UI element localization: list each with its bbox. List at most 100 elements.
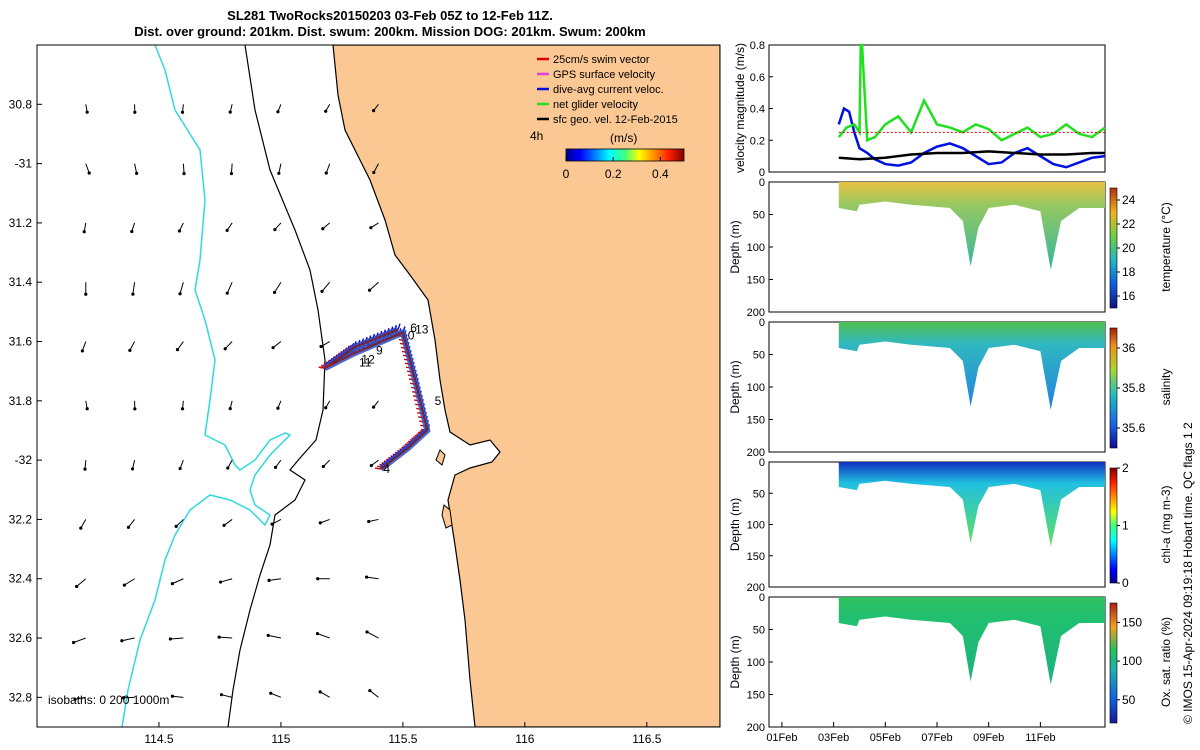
section-colorbar <box>1109 187 1118 309</box>
section-colorbar-tick-label: 20 <box>1122 241 1136 255</box>
section-y-tick-label: 150 <box>747 690 765 702</box>
section-ylabel: Depth (m) <box>728 220 742 273</box>
geo-vector <box>321 459 331 469</box>
section-ylabel: Depth (m) <box>728 635 742 688</box>
legend-item: net glider velocity <box>537 99 638 111</box>
time-tick-label: 09Feb <box>973 732 1004 744</box>
section-field <box>838 322 1105 410</box>
section-y-tick-label: 0 <box>759 457 765 469</box>
isobaths-label: isobaths: 0 200 1000m <box>48 693 169 707</box>
section-colorbar <box>1109 602 1118 724</box>
section-colorbar <box>1109 467 1118 584</box>
geo-vector <box>324 400 331 410</box>
map-y-tick-label: 31.8 <box>9 394 33 408</box>
geo-vector <box>269 691 282 698</box>
geo-vector <box>228 104 233 114</box>
map-y-tick-label: 32.8 <box>9 690 33 704</box>
day-label: 6 <box>410 321 417 335</box>
velocity-y-ticks: 0 0.2 0.4 0.6 0.8 <box>750 40 773 179</box>
geo-vector <box>84 282 88 296</box>
geo-vector <box>219 693 233 698</box>
colorbar-label: (m/s) <box>610 131 637 145</box>
geo-vector <box>85 104 89 114</box>
map-y-tick-label: -31 <box>15 157 33 171</box>
geo-vector <box>276 104 282 114</box>
geo-vector <box>170 694 184 698</box>
geo-vector <box>369 459 379 468</box>
geo-vector <box>180 400 185 411</box>
section-y-tick-label: 50 <box>753 350 765 362</box>
glider-track <box>318 323 431 472</box>
geo-vector <box>371 400 379 409</box>
time-tick-label: 05Feb <box>870 732 901 744</box>
geo-vector <box>273 222 282 232</box>
section-y-tick-label: 150 <box>747 275 765 287</box>
legend-label: net glider velocity <box>553 99 638 111</box>
geo-vector <box>271 341 282 350</box>
geo-vector <box>368 688 379 698</box>
isobath-1000 <box>121 45 292 727</box>
legend-item: GPS surface velocity <box>537 69 656 81</box>
velocity-axes <box>768 44 1106 173</box>
chart-title: SL281 TwoRocks20150203 03-Feb 05Z to 12-… <box>20 8 760 40</box>
geo-vector <box>272 281 282 294</box>
section-y-tick-label: 200 <box>747 447 765 459</box>
section-colorbar-label: Ox. sat. ratio (%) <box>1159 617 1173 707</box>
geo-vector <box>369 222 379 230</box>
geo-vector <box>177 222 184 233</box>
section-ylabel: Depth (m) <box>728 360 742 413</box>
imos-credit: © IMOS 15-Apr-2024 09:19:18 Hobart time.… <box>1181 422 1195 724</box>
geo-vector <box>182 163 186 176</box>
section-y-tick-label: 50 <box>753 210 765 222</box>
map-y-tick-label: 31.6 <box>9 335 33 349</box>
section-y-tick-label: 100 <box>747 382 765 394</box>
land-area <box>332 45 720 727</box>
swim-line <box>324 329 428 470</box>
section-colorbar-tick-label: 18 <box>1122 265 1136 279</box>
speed-colorbar-ticks: 0 0.2 0.4 <box>563 157 669 181</box>
geo-vector <box>367 518 379 524</box>
map-y-tick-label: 30.8 <box>9 97 33 111</box>
geo-vector <box>180 104 185 114</box>
section-panel-chl-a: 0 50 100 150 200 Depth (m) 0 1 2 chl-a (mg m-3) <box>728 457 1173 594</box>
geo-vector <box>228 400 233 411</box>
colorbar-tick-label: 0 <box>563 167 570 181</box>
geo-vector <box>273 459 282 469</box>
swim-vector <box>318 366 325 369</box>
legend-label: GPS surface velocity <box>553 69 656 81</box>
section-field <box>838 462 1105 547</box>
geo-vector <box>73 696 86 701</box>
velocity-series <box>837 43 1106 169</box>
title-line2: Dist. over ground: 201km. Dist. swum: 20… <box>134 24 646 39</box>
coastal-island-1 <box>441 504 453 529</box>
section-colorbar-tick-label: 22 <box>1122 217 1136 231</box>
section-colorbar <box>1109 327 1118 449</box>
section-panel-oxygen-saturation: 0 50 100 150 200 Depth (m) 50 100 150 Ox. sat. ra… <box>728 592 1173 734</box>
section-y-tick-label: 50 <box>753 625 765 637</box>
section-colorbar-tick-label: 35.8 <box>1122 381 1146 395</box>
section-y-tick-label: 100 <box>747 242 765 254</box>
section-colorbar-tick-label: 1 <box>1122 519 1129 533</box>
time-tick-label: 11Feb <box>1025 732 1055 744</box>
colorbar-tick-label: 0.4 <box>652 167 669 181</box>
geo-vector <box>168 637 184 641</box>
section-panel-salinity: 0 50 100 150 200 Depth (m) 35.6 35.8 36 salinity <box>728 317 1173 459</box>
time-tick-label: 07Feb <box>921 732 952 744</box>
geo-vector <box>277 163 282 175</box>
velocity-y-tick-label: 0.8 <box>750 40 765 52</box>
geo-vector <box>225 222 233 232</box>
section-y-tick-label: 50 <box>753 488 765 500</box>
map-x-tick-label: 115 <box>271 732 290 746</box>
geo-vector <box>319 341 330 349</box>
coastal-island-2 <box>435 449 446 466</box>
speed-colorbar <box>565 148 685 162</box>
geo-vector <box>128 341 136 352</box>
geo-vector <box>321 222 331 231</box>
geo-vector <box>229 163 234 176</box>
section-colorbar-label: chl-a (mg m-3) <box>1159 485 1173 563</box>
section-field <box>838 597 1105 685</box>
section-colorbar-tick-label: 2 <box>1122 461 1129 475</box>
map-frame <box>36 44 721 728</box>
geo-vector <box>175 341 184 352</box>
